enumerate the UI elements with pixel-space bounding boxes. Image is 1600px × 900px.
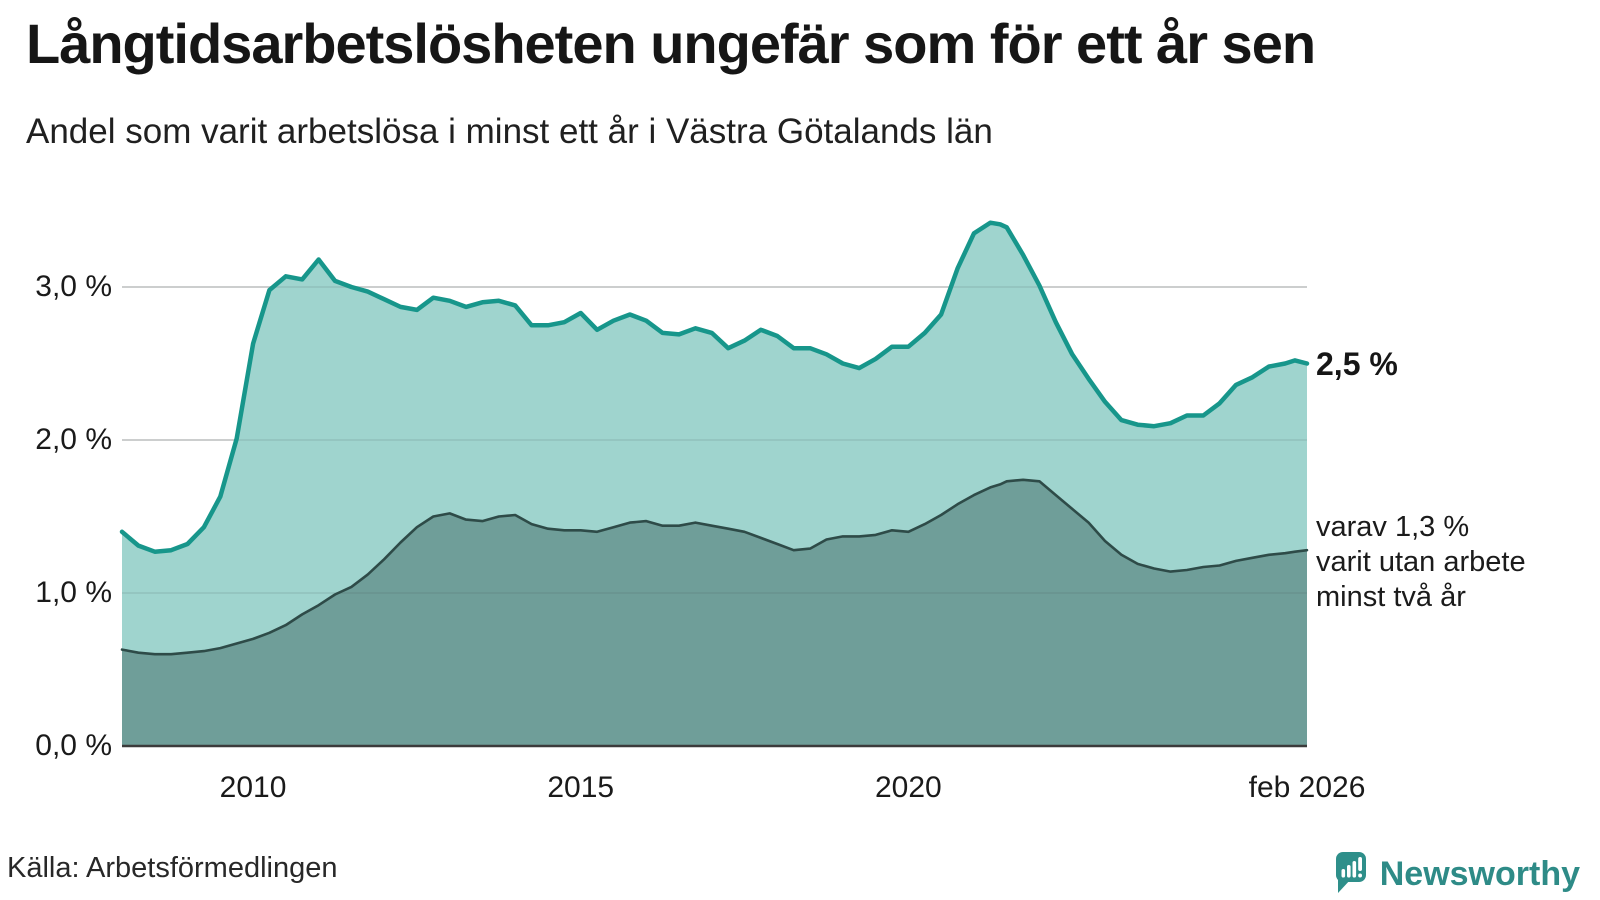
latest-value-label: 2,5 %: [1316, 345, 1398, 382]
y-axis-label-0: 0,0 %: [35, 729, 112, 762]
newsworthy-logo-icon: [1335, 852, 1366, 893]
page-title: Långtidsarbetslösheten ungefär som för e…: [26, 12, 1316, 75]
secondary-value-line-2: varit utan arbete: [1316, 546, 1526, 579]
secondary-value-label: varav 1,3 % varit utan arbete minst två …: [1316, 510, 1526, 615]
source-credit: Källa: Arbetsförmedlingen: [7, 852, 338, 884]
x-axis-label-2020: 2020: [874, 771, 942, 804]
secondary-value-line-3: minst två år: [1316, 581, 1466, 614]
x-axis-label-2010: 2010: [219, 771, 287, 804]
secondary-value-line-1: varav 1,3 %: [1316, 511, 1470, 544]
x-axis-label-2015: 2015: [547, 771, 615, 804]
newsworthy-wordmark: Newsworthy: [1379, 854, 1580, 893]
page-subtitle: Andel som varit arbetslösa i minst ett å…: [26, 112, 993, 151]
y-axis-label-3: 3,0 %: [35, 270, 112, 303]
y-axis-label-1: 1,0 %: [35, 576, 112, 609]
newsworthy-branding: Newsworthy: [1335, 852, 1580, 896]
y-axis-label-2: 2,0 %: [35, 423, 112, 456]
x-axis-label-feb-2026: feb 2026: [1248, 771, 1366, 804]
